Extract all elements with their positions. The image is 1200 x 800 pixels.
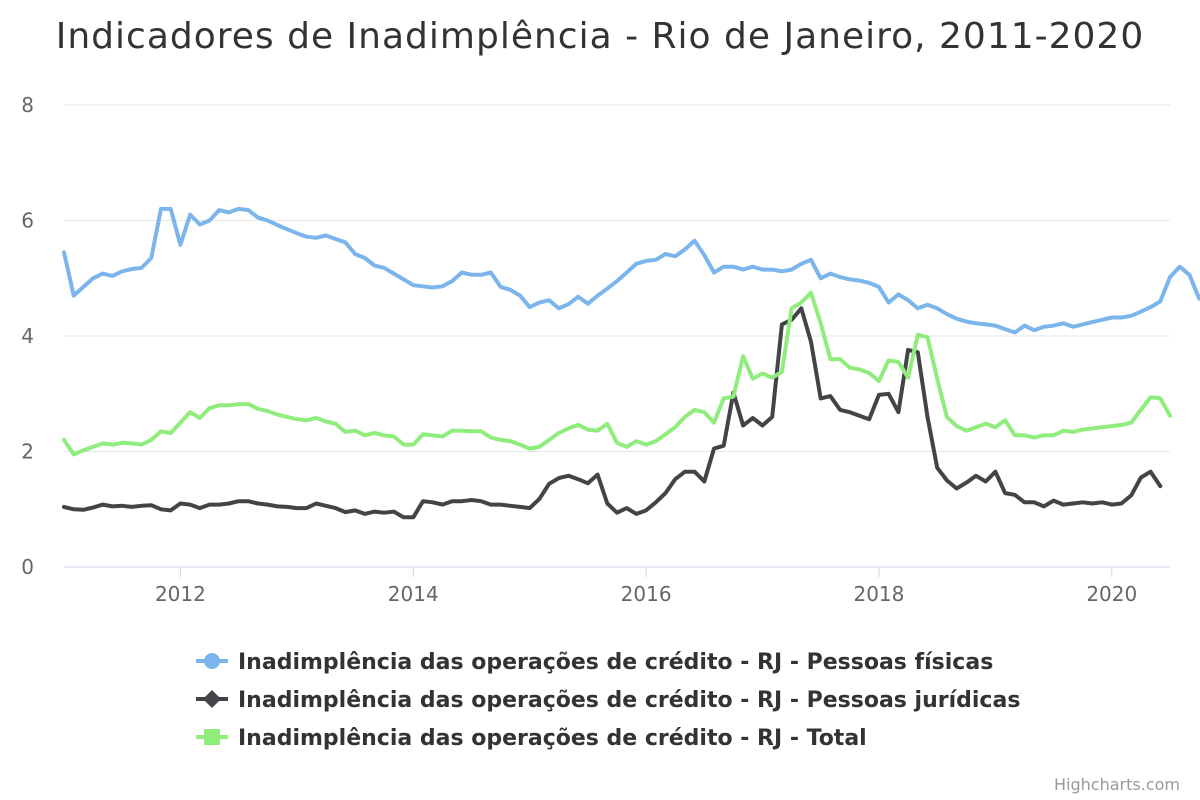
highcharts-credit[interactable]: Highcharts.com [1054, 775, 1180, 794]
diamond-marker-icon [203, 690, 221, 708]
x-tick-label: 2020 [1086, 582, 1137, 606]
circle-marker-icon [204, 653, 220, 669]
legend: Inadimplência das operações de crédito -… [196, 650, 1020, 751]
x-tick-label: 2018 [853, 582, 904, 606]
y-tick-label: 0 [21, 555, 34, 579]
y-tick-label: 2 [21, 440, 34, 464]
legend-label: Inadimplência das operações de crédito -… [238, 726, 867, 751]
y-tick-label: 6 [21, 209, 34, 233]
series-line-2[interactable] [62, 306, 1163, 520]
legend-item-2[interactable]: Inadimplência das operações de crédito -… [196, 688, 1020, 713]
y-tick-label: 8 [21, 93, 34, 117]
x-axis: 2012 2014 2016 2018 2020 [64, 566, 1170, 606]
legend-label: Inadimplência das operações de crédito -… [238, 688, 1020, 713]
square-marker-icon [204, 729, 220, 745]
grid-lines [64, 104, 1170, 568]
legend-item-3[interactable]: Inadimplência das operações de crédito -… [196, 726, 867, 751]
x-tick-label: 2014 [388, 582, 439, 606]
y-tick-label: 4 [21, 324, 34, 348]
series-group [62, 206, 1200, 520]
x-tick-label: 2016 [621, 582, 672, 606]
chart-title: Indicadores de Inadimplência - Rio de Ja… [56, 16, 1145, 57]
legend-label: Inadimplência das operações de crédito -… [238, 650, 993, 675]
legend-item-1[interactable]: Inadimplência das operações de crédito -… [196, 650, 993, 675]
y-axis: 0 2 4 6 8 [21, 93, 34, 579]
series-line-3[interactable] [62, 290, 1172, 457]
series-line-1[interactable] [62, 206, 1200, 335]
x-tick-label: 2012 [155, 582, 206, 606]
